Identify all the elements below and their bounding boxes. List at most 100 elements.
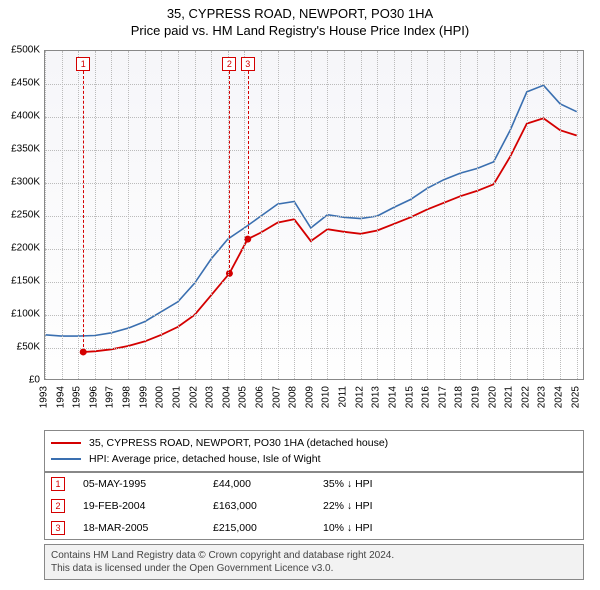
grid-line-v	[244, 51, 245, 379]
grid-line-v	[161, 51, 162, 379]
y-tick-label: £150K	[11, 276, 40, 287]
y-tick-label: £250K	[11, 210, 40, 221]
x-tick-label: 2020	[487, 386, 498, 408]
y-tick-label: £0	[29, 375, 40, 386]
grid-line-v	[211, 51, 212, 379]
transaction-marker: 2	[222, 57, 236, 71]
x-tick-label: 2021	[504, 386, 515, 408]
grid-line-v	[95, 51, 96, 379]
x-tick-label: 2014	[387, 386, 398, 408]
legend-label: 35, CYPRESS ROAD, NEWPORT, PO30 1HA (det…	[89, 437, 388, 449]
x-tick-label: 1993	[39, 386, 50, 408]
grid-line-v	[195, 51, 196, 379]
grid-line-v	[411, 51, 412, 379]
transaction-marker-line	[229, 71, 230, 273]
transaction-hpi-delta: 10% ↓ HPI	[323, 522, 443, 534]
x-tick-label: 2007	[271, 386, 282, 408]
x-tick-label: 2011	[338, 386, 349, 408]
x-tick-label: 2022	[520, 386, 531, 408]
grid-line-v	[111, 51, 112, 379]
x-tick-label: 2025	[570, 386, 581, 408]
y-tick-label: £300K	[11, 177, 40, 188]
grid-line-v	[494, 51, 495, 379]
grid-line-v	[62, 51, 63, 379]
grid-line-v	[178, 51, 179, 379]
transaction-marker: 3	[241, 57, 255, 71]
legend-swatch	[51, 458, 81, 460]
chart-plot: 1 23	[44, 50, 584, 380]
grid-line-h	[45, 150, 583, 151]
x-tick-label: 2013	[371, 386, 382, 408]
y-tick-label: £450K	[11, 78, 40, 89]
chart-title-sub: Price paid vs. HM Land Registry's House …	[0, 21, 600, 38]
grid-line-v	[427, 51, 428, 379]
grid-line-h	[45, 348, 583, 349]
grid-line-v	[510, 51, 511, 379]
grid-line-v	[477, 51, 478, 379]
transaction-date: 18-MAR-2005	[83, 522, 213, 534]
transaction-marker-line	[83, 71, 84, 352]
grid-line-v	[128, 51, 129, 379]
attribution-line-2: This data is licensed under the Open Gov…	[51, 562, 577, 575]
x-tick-label: 2012	[354, 386, 365, 408]
grid-line-h	[45, 216, 583, 217]
y-tick-label: £350K	[11, 144, 40, 155]
grid-line-h	[45, 84, 583, 85]
grid-line-h	[45, 315, 583, 316]
y-tick-label: £500K	[11, 45, 40, 56]
grid-line-h	[45, 282, 583, 283]
transaction-row: 318-MAR-2005£215,00010% ↓ HPI	[45, 517, 583, 539]
transaction-row: 105-MAY-1995£44,00035% ↓ HPI	[45, 473, 583, 495]
transaction-hpi-delta: 35% ↓ HPI	[323, 478, 443, 490]
grid-line-v	[78, 51, 79, 379]
series-line	[83, 118, 577, 352]
legend-row: 35, CYPRESS ROAD, NEWPORT, PO30 1HA (det…	[51, 435, 577, 451]
grid-line-v	[294, 51, 295, 379]
transaction-price: £163,000	[213, 500, 323, 512]
grid-line-v	[361, 51, 362, 379]
legend-row: HPI: Average price, detached house, Isle…	[51, 451, 577, 467]
transaction-date: 19-FEB-2004	[83, 500, 213, 512]
transactions-table: 105-MAY-1995£44,00035% ↓ HPI 2 19-FEB-2004…	[44, 472, 584, 540]
grid-line-h	[45, 183, 583, 184]
grid-line-v	[460, 51, 461, 379]
attribution-line-1: Contains HM Land Registry data © Crown c…	[51, 549, 577, 562]
x-tick-label: 1994	[55, 386, 66, 408]
transaction-row-marker: 1	[51, 477, 65, 491]
x-tick-label: 2001	[171, 386, 182, 408]
y-tick-label: £400K	[11, 111, 40, 122]
x-tick-label: 2009	[304, 386, 315, 408]
x-tick-label: 2006	[255, 386, 266, 408]
transaction-hpi-delta: 22% ↓ HPI	[323, 500, 443, 512]
x-tick-label: 2005	[238, 386, 249, 408]
legend-box: 35, CYPRESS ROAD, NEWPORT, PO30 1HA (det…	[44, 430, 584, 472]
grid-line-v	[311, 51, 312, 379]
x-tick-label: 1998	[122, 386, 133, 408]
chart-title-main: 35, CYPRESS ROAD, NEWPORT, PO30 1HA	[0, 6, 600, 21]
x-tick-label: 2008	[288, 386, 299, 408]
x-tick-label: 1997	[105, 386, 116, 408]
grid-line-v	[527, 51, 528, 379]
transaction-marker: 1	[76, 57, 90, 71]
x-tick-label: 1996	[88, 386, 99, 408]
grid-line-v	[560, 51, 561, 379]
x-tick-label: 2023	[537, 386, 548, 408]
x-tick-label: 2016	[421, 386, 432, 408]
transaction-row-marker: 2	[51, 499, 65, 513]
y-axis: £0£50K£100K£150K£200K£250K£300K£350K£400…	[0, 50, 44, 380]
grid-line-v	[261, 51, 262, 379]
grid-line-h	[45, 249, 583, 250]
y-tick-label: £50K	[17, 342, 40, 353]
transaction-row: 2 19-FEB-2004£163,00022% ↓ HPI	[45, 495, 583, 517]
x-tick-label: 1999	[138, 386, 149, 408]
x-tick-label: 2003	[205, 386, 216, 408]
grid-line-v	[394, 51, 395, 379]
x-tick-label: 2019	[471, 386, 482, 408]
grid-line-v	[327, 51, 328, 379]
grid-line-v	[45, 51, 46, 379]
transaction-price: £215,000	[213, 522, 323, 534]
legend-label: HPI: Average price, detached house, Isle…	[89, 453, 321, 465]
grid-line-v	[145, 51, 146, 379]
grid-line-v	[543, 51, 544, 379]
chart-area: 1 23	[44, 50, 584, 404]
